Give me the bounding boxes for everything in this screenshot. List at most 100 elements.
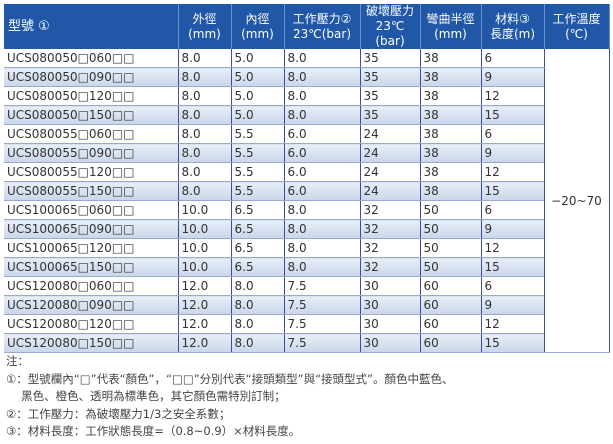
- value-cell: 6.5: [230, 200, 284, 220]
- temperature-cell: −20~70: [543, 49, 610, 353]
- value-cell: 60: [419, 333, 481, 353]
- table-row: UCS120080□120□□ 12.0 8.0 7.5 30 60 12: [4, 314, 609, 334]
- note-line: ③：材料長度：工作狀態長度=（0.8~0.9）×材料長度。: [6, 424, 301, 438]
- value-cell: 30: [359, 295, 420, 315]
- table-row: UCS080055□150□□ 8.0 5.5 6.0 24 38 15: [4, 181, 609, 201]
- model-cell: UCS080050□120□□: [4, 86, 178, 106]
- value-cell: 35: [359, 67, 420, 87]
- column-header: 內徑 (mm): [231, 4, 285, 49]
- value-cell: 38: [419, 124, 481, 144]
- column-header: 工作溫度 (℃): [544, 4, 610, 49]
- table-row: UCS100065□090□□ 10.0 6.5 8.0 32 50 9: [4, 219, 609, 239]
- value-cell: 50: [419, 200, 481, 220]
- value-cell: 30: [359, 276, 420, 296]
- value-cell: 24: [359, 181, 420, 201]
- value-cell: 60: [419, 295, 481, 315]
- value-cell: 24: [359, 162, 420, 182]
- value-cell: 8.0: [230, 276, 284, 296]
- value-cell: 10.0: [177, 257, 231, 277]
- value-cell: 60: [419, 276, 481, 296]
- value-cell: 6: [480, 276, 544, 296]
- column-header: 破壞壓力 23℃(bar): [360, 4, 421, 49]
- column-header: 材料③ 長度(m): [481, 4, 545, 49]
- table-row: UCS100065□060□□ 10.0 6.5 8.0 32 50 6: [4, 200, 609, 220]
- value-cell: 8.0: [177, 105, 231, 125]
- model-cell: UCS080050□150□□: [4, 105, 178, 125]
- value-cell: 38: [419, 143, 481, 163]
- value-cell: 5.0: [230, 86, 284, 106]
- value-cell: 5.0: [230, 105, 284, 125]
- value-cell: 10.0: [177, 238, 231, 258]
- value-cell: 38: [419, 105, 481, 125]
- model-cell: UCS080055□120□□: [4, 162, 178, 182]
- value-cell: 38: [419, 49, 481, 68]
- column-header: 工作壓力② 23℃(bar): [284, 4, 361, 49]
- table-row: UCS080050□090□□ 8.0 5.0 8.0 35 38 9: [4, 67, 609, 87]
- value-cell: 38: [419, 67, 481, 87]
- value-cell: 8.0: [177, 124, 231, 144]
- note-line: 黑色、橙色、透明為標準色，其它顏色需特別訂制；: [6, 389, 286, 403]
- value-cell: 8.0: [283, 86, 360, 106]
- value-cell: 8.0: [177, 67, 231, 87]
- value-cell: 8.0: [177, 181, 231, 201]
- table-row: UCS080050□060□□ 8.0 5.0 8.0 35 38 6 −20~70: [4, 49, 610, 353]
- value-cell: 6.5: [230, 219, 284, 239]
- value-cell: 8.0: [230, 333, 284, 353]
- value-cell: 38: [419, 162, 481, 182]
- notes-title: 注：: [6, 354, 29, 368]
- notes: 注： ①：型號欄內“□”代表“顏色”，“□□”分別代表“接頭類型”與“接頭型式”…: [6, 353, 453, 441]
- value-cell: 12.0: [177, 295, 231, 315]
- value-cell: 9: [480, 143, 544, 163]
- model-cell: UCS080050□090□□: [4, 67, 178, 87]
- value-cell: 5.5: [230, 162, 284, 182]
- note-line: ②：工作壓力：為破壞壓力1/3之安全系數；: [6, 406, 231, 421]
- value-cell: 6.5: [230, 257, 284, 277]
- value-cell: 7.5: [283, 333, 360, 353]
- model-cell: UCS080055□150□□: [4, 181, 178, 201]
- table-row: UCS080050□120□□ 8.0 5.0 8.0 35 38 12: [4, 86, 609, 106]
- table-row: UCS120080□090□□ 12.0 8.0 7.5 30 60 9: [4, 295, 609, 315]
- value-cell: 5.5: [230, 143, 284, 163]
- model-cell: UCS100065□150□□: [4, 257, 178, 277]
- value-cell: 6.5: [230, 238, 284, 258]
- value-cell: 38: [419, 181, 481, 201]
- value-cell: 7.5: [283, 276, 360, 296]
- model-cell: UCS080055□060□□: [4, 124, 178, 144]
- value-cell: 6: [480, 49, 544, 68]
- value-cell: 6.0: [283, 143, 360, 163]
- value-cell: 30: [359, 333, 420, 353]
- value-cell: 50: [419, 238, 481, 258]
- value-cell: 24: [359, 143, 420, 163]
- value-cell: 15: [480, 105, 544, 125]
- value-cell: 32: [359, 238, 420, 258]
- value-cell: 35: [359, 86, 420, 106]
- value-cell: 50: [419, 219, 481, 239]
- model-cell: UCS120080□150□□: [4, 333, 178, 353]
- value-cell: 38: [419, 86, 481, 106]
- table-row: UCS080050□150□□ 8.0 5.0 8.0 35 38 15: [4, 105, 609, 125]
- value-cell: 5.5: [230, 181, 284, 201]
- value-cell: 24: [359, 124, 420, 144]
- value-cell: 6: [480, 124, 544, 144]
- table-row: UCS120080□060□□ 12.0 8.0 7.5 30 60 6: [4, 276, 609, 296]
- spec-table: 型號 ① 外徑 (mm) 內徑 (mm) 工作壓力② 23℃(bar) 破壞壓力 23℃…: [4, 4, 610, 353]
- table-row: UCS100065□120□□ 10.0 6.5 8.0 32 50 12: [4, 238, 609, 258]
- model-cell: UCS080055□090□□: [4, 143, 178, 163]
- value-cell: 35: [359, 105, 420, 125]
- value-cell: 12: [480, 86, 544, 106]
- value-cell: 8.0: [283, 200, 360, 220]
- table-row: UCS100065□150□□ 10.0 6.5 8.0 32 50 15: [4, 257, 609, 277]
- value-cell: 15: [480, 333, 544, 353]
- value-cell: 12.0: [177, 333, 231, 353]
- model-cell: UCS120080□060□□: [4, 276, 178, 296]
- value-cell: 8.0: [230, 314, 284, 334]
- value-cell: 8.0: [283, 67, 360, 87]
- value-cell: 10.0: [177, 219, 231, 239]
- value-cell: 60: [419, 314, 481, 334]
- value-cell: 32: [359, 200, 420, 220]
- model-cell: UCS100065□090□□: [4, 219, 178, 239]
- value-cell: 12.0: [177, 276, 231, 296]
- model-cell: UCS100065□060□□: [4, 200, 178, 220]
- value-cell: 8.0: [283, 257, 360, 277]
- model-cell: UCS120080□090□□: [4, 295, 178, 315]
